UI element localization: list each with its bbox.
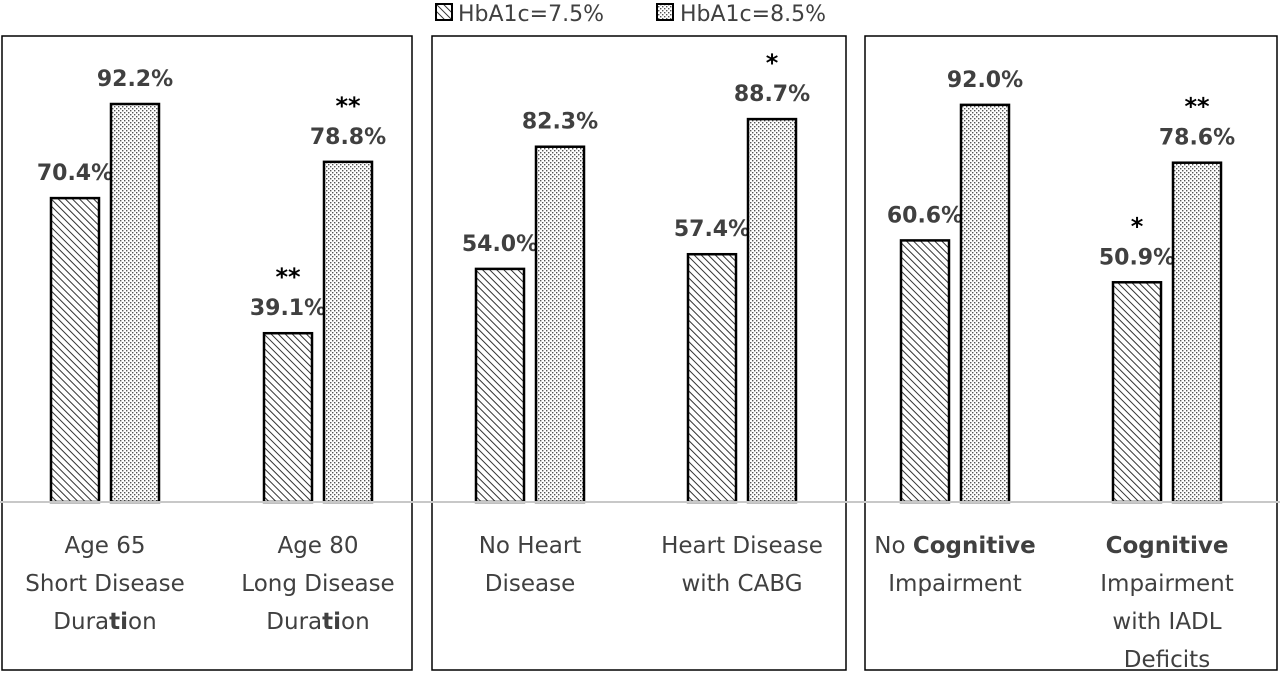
legend-swatch-1: [435, 3, 453, 21]
legend-label-1: HbA1c=7.5%: [458, 2, 604, 27]
category-label-line: Disease: [485, 571, 575, 597]
significance-mark: **: [335, 92, 361, 120]
bar-hba1c-8-5: [959, 103, 1011, 504]
bar-hba1c-7-5: [1111, 281, 1163, 504]
panel-3: 60.6% 92.0% No Cognitive Impairment 50.9% * 78…: [864, 35, 1278, 673]
category-label-line: with IADL: [1112, 609, 1221, 635]
category-label-line: Deficits: [1124, 647, 1210, 673]
data-label: 57.4%: [674, 217, 750, 242]
legend: HbA1c=7.5% HbA1c=8.5%: [435, 2, 826, 27]
data-label: 78.6%: [1159, 126, 1235, 151]
data-label: 92.0%: [947, 68, 1023, 93]
panel-2: 54.0% 82.3% No Heart Disease 57.4% 88.7% * Hear…: [431, 35, 847, 671]
category-label-line: Age 80: [277, 533, 358, 559]
category-label-line: Duration: [53, 609, 156, 635]
significance-mark: **: [1184, 93, 1210, 121]
category-label-line: No Cognitive: [874, 533, 1035, 559]
bar-hba1c-7-5: [262, 331, 314, 504]
data-label: 50.9%: [1099, 245, 1175, 270]
data-label: 70.4%: [37, 161, 113, 186]
bar-hba1c-7-5: [686, 252, 738, 504]
category-label-line: Age 65: [64, 533, 145, 559]
panel-frame: [431, 35, 847, 671]
data-label: 78.8%: [310, 125, 386, 150]
panel-frame: [864, 35, 1278, 671]
category-label-line: Long Disease: [241, 571, 394, 597]
bar-hba1c-8-5: [1171, 161, 1223, 504]
category-label-line: Impairment: [888, 571, 1021, 597]
bar-hba1c-7-5: [474, 267, 526, 504]
data-label: 39.1%: [250, 296, 326, 321]
data-label: 88.7%: [734, 82, 810, 107]
significance-mark: *: [766, 49, 779, 77]
significance-mark: *: [1131, 212, 1144, 240]
data-label: 92.2%: [97, 67, 173, 92]
legend-swatch-2: [656, 3, 674, 21]
category-label-line: Cognitive: [1106, 533, 1229, 559]
panel-frame: [1, 35, 413, 671]
data-label: 60.6%: [887, 203, 963, 228]
bar-hba1c-8-5: [109, 102, 161, 504]
legend-label-2: HbA1c=8.5%: [680, 2, 826, 27]
bar-hba1c-7-5: [49, 196, 101, 504]
bar-hba1c-8-5: [322, 160, 374, 504]
category-label-line: Duration: [266, 609, 369, 635]
category-label-line: with CABG: [681, 571, 802, 597]
panels: 70.4% 92.2% Age 65 Short Disease Duration 39.…: [1, 35, 1278, 673]
data-label: 54.0%: [462, 232, 538, 257]
category-label-line: Impairment: [1100, 571, 1233, 597]
bar-hba1c-8-5: [746, 117, 798, 504]
category-label-line: No Heart: [479, 533, 582, 559]
data-label: 82.3%: [522, 110, 598, 135]
category-label-line: Short Disease: [25, 571, 185, 597]
significance-mark: **: [275, 263, 301, 291]
category-label-line: Heart Disease: [661, 533, 823, 559]
bar-hba1c-7-5: [899, 239, 951, 504]
panel-1: 70.4% 92.2% Age 65 Short Disease Duration 39.…: [1, 35, 413, 671]
bar-hba1c-8-5: [534, 145, 586, 504]
